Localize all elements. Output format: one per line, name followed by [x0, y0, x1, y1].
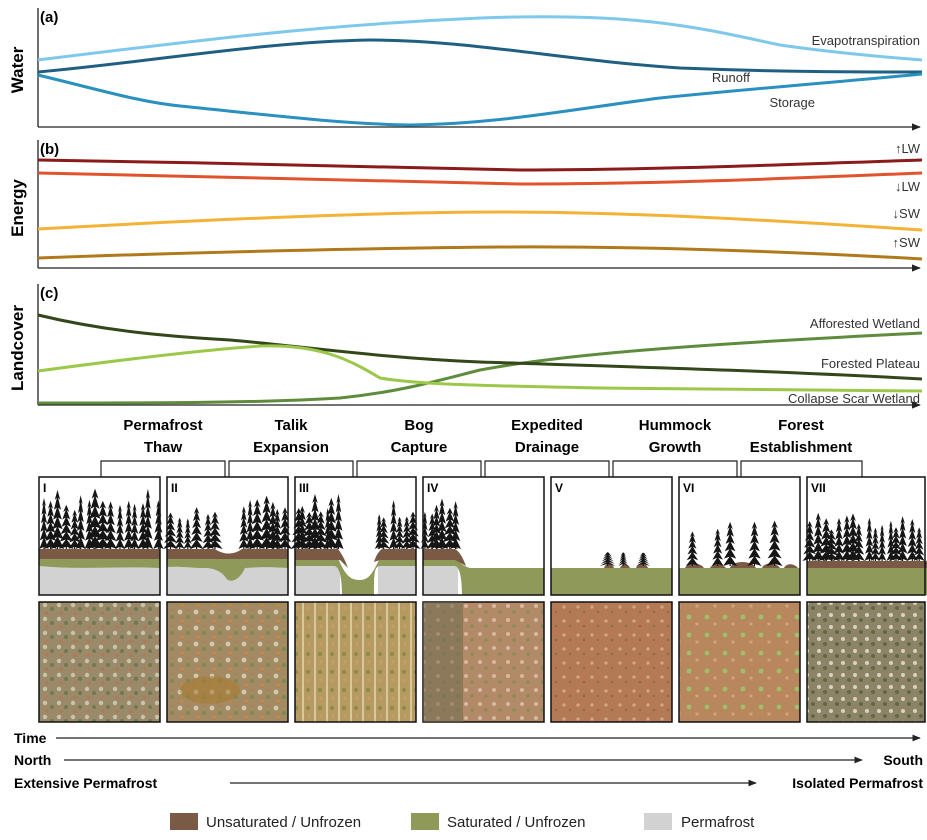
- time-label: Time: [14, 730, 47, 746]
- energy-ylabel: Energy: [8, 179, 27, 237]
- storage-label: Storage: [769, 95, 815, 110]
- water-panel: (a) Water Evapotranspiration Runoff Stor…: [8, 8, 922, 127]
- stage-title-forest-establishment-line2: Establishment: [750, 439, 853, 456]
- water-panel-letter: (a): [40, 9, 58, 26]
- north-label: North: [14, 752, 51, 768]
- legend-label-permafrost: Permafrost: [681, 814, 755, 831]
- section-i-permafrost: [39, 565, 160, 595]
- landcover-panel-letter: (c): [40, 285, 58, 302]
- aerial-photos: [39, 602, 925, 722]
- forested-plateau-label: Forested Plateau: [821, 356, 920, 371]
- stage-title-expedited-drainage-line2: Drainage: [515, 439, 579, 456]
- section-v: [551, 477, 672, 595]
- stage-title-talik-expansion-line1: Talik: [274, 417, 308, 434]
- section-v-saturated: [551, 568, 672, 595]
- aerial-photo-i: [39, 602, 160, 722]
- stage-title-permafrost-thaw-line2: Thaw: [144, 439, 183, 456]
- collapse-scar-wetland-label: Collapse Scar Wetland: [788, 391, 920, 406]
- landcover-panel: (c) Landcover Afforested Wetland Foreste…: [8, 284, 922, 406]
- bracket-expedited-drainage: [485, 461, 609, 477]
- aerial-photo-ii: [167, 602, 288, 722]
- isolated-permafrost-label: Isolated Permafrost: [792, 775, 923, 791]
- up-lw-label: ↑LW: [895, 141, 921, 156]
- roman-label-iv: IV: [427, 481, 438, 495]
- aerial-photo-vi: [679, 602, 800, 722]
- south-label: South: [883, 752, 923, 768]
- aerial-photo-iv-forest-edge: [423, 602, 463, 722]
- legend-swatch-unsaturated: [170, 813, 198, 830]
- bracket-talik-expansion: [229, 461, 353, 477]
- aerial-photo-iii: [295, 602, 416, 722]
- down-lw-label: ↓LW: [895, 179, 921, 194]
- aerial-photo-vii: [807, 602, 925, 722]
- roman-label-ii: II: [171, 481, 178, 495]
- bracket-permafrost-thaw: [101, 461, 225, 477]
- water-ylabel: Water: [8, 46, 27, 93]
- section-vi: [679, 477, 800, 595]
- down-sw-label: ↓SW: [893, 206, 921, 221]
- section-iii-permafrost-left: [295, 565, 340, 595]
- bracket-forest-establishment: [741, 461, 862, 477]
- stage-title-bog-capture-line2: Capture: [391, 439, 448, 456]
- extensive-permafrost-label: Extensive Permafrost: [14, 775, 158, 791]
- up-sw-label: ↑SW: [893, 235, 921, 250]
- evapotranspiration-line: [38, 17, 922, 60]
- stage-title-forest-establishment-line1: Forest: [778, 417, 824, 434]
- up-sw-line: [38, 247, 922, 259]
- stage-titles: Permafrost Thaw Talik Expansion Bog Capt…: [123, 417, 852, 456]
- gradient-axes: Time North South Extensive Permafrost Is…: [14, 730, 923, 791]
- roman-label-iii: III: [299, 481, 309, 495]
- cross-sections: I II III IV V VI VII: [39, 477, 927, 595]
- runoff-label: Runoff: [712, 70, 750, 85]
- legend-label-unsaturated: Unsaturated / Unfrozen: [206, 814, 361, 831]
- roman-label-i: I: [43, 481, 46, 495]
- roman-label-vii: VII: [811, 481, 826, 495]
- afforested-wetland-label: Afforested Wetland: [810, 316, 920, 331]
- aerial-photo-v: [551, 602, 672, 722]
- aerial-photo-ii-bog-patch: [180, 676, 240, 704]
- legend-swatch-saturated: [411, 813, 439, 830]
- stage-title-hummock-growth-line1: Hummock: [639, 417, 712, 434]
- section-vii-saturated: [807, 566, 927, 595]
- stage-title-expedited-drainage-line1: Expedited: [511, 417, 583, 434]
- energy-panel: (b) Energy ↑LW ↓LW ↓SW ↑SW: [8, 140, 922, 268]
- evapotranspiration-label: Evapotranspiration: [812, 33, 920, 48]
- down-sw-line: [38, 212, 922, 230]
- section-iii-permafrost-right: [378, 565, 416, 595]
- collapse-scar-wetland-line: [38, 346, 922, 391]
- legend-swatch-permafrost: [644, 813, 672, 830]
- bracket-bog-capture: [357, 461, 481, 477]
- stage-title-hummock-growth-line2: Growth: [649, 439, 702, 456]
- legend-label-saturated: Saturated / Unfrozen: [447, 814, 585, 831]
- stage-title-bog-capture-line1: Bog: [404, 417, 433, 434]
- stage-title-permafrost-thaw-line1: Permafrost: [123, 417, 202, 434]
- section-i: [39, 477, 164, 595]
- section-vii-unsaturated: [807, 561, 927, 568]
- section-i-unsaturated: [39, 549, 160, 559]
- stage-title-talik-expansion-line2: Expansion: [253, 439, 329, 456]
- landcover-ylabel: Landcover: [8, 305, 27, 391]
- section-i-saturated: [39, 558, 160, 568]
- roman-label-vi: VI: [683, 481, 694, 495]
- energy-panel-letter: (b): [40, 141, 59, 158]
- section-ii: [163, 477, 292, 595]
- section-iii: [291, 477, 421, 595]
- section-iv-permafrost: [423, 565, 458, 595]
- up-lw-line: [38, 160, 922, 170]
- stage-brackets: [101, 461, 862, 477]
- down-lw-line: [38, 173, 922, 184]
- roman-label-v: V: [555, 481, 563, 495]
- section-vi-saturated: [679, 568, 800, 595]
- legend: Unsaturated / Unfrozen Saturated / Unfro…: [170, 813, 755, 831]
- bracket-hummock-growth: [613, 461, 737, 477]
- section-iv: [421, 477, 544, 595]
